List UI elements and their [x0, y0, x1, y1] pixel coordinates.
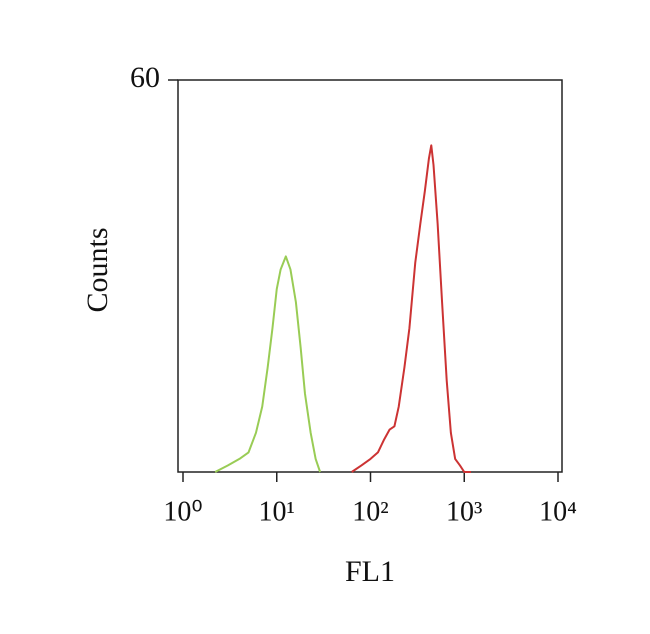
histogram-line	[214, 255, 322, 473]
plot-frame	[177, 79, 563, 473]
y-axis-label: Counts	[81, 227, 114, 312]
x-tick-label: 10⁰	[163, 496, 202, 527]
x-axis-label: FL1	[345, 555, 395, 588]
x-tick-label: 10²	[352, 496, 388, 527]
x-tick-label: 10⁴	[539, 496, 577, 527]
x-tick-label: 10¹	[259, 496, 295, 527]
y-tick-label: 60	[130, 61, 160, 94]
x-tick-label: 10³	[446, 496, 482, 527]
histogram-line	[351, 144, 471, 473]
